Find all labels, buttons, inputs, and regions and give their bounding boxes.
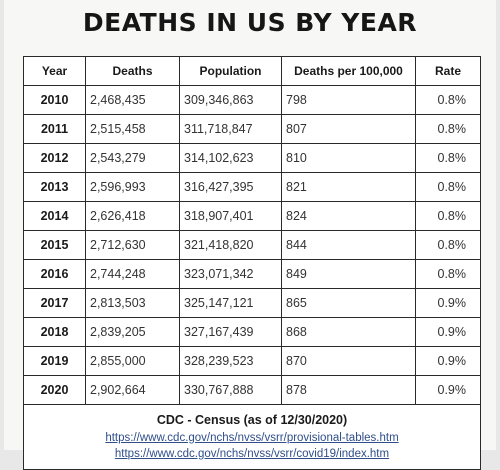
- table-row: 2012 2,543,279 314,102,623 810 0.8%: [23, 143, 481, 173]
- rate-cell: 0.8%: [415, 114, 481, 144]
- deaths-cell: 2,902,664: [85, 375, 180, 405]
- deaths-per-100000-cell: 844: [281, 230, 416, 260]
- deaths-per-100000-cell: 810: [281, 143, 416, 173]
- deaths-per-100000-cell: 868: [281, 317, 416, 347]
- deaths-per-100000-cell: 821: [281, 172, 416, 202]
- table-row: 2019 2,855,000 328,239,523 870 0.9%: [23, 346, 481, 376]
- header-rate: Rate: [415, 56, 481, 86]
- rate-cell: 0.8%: [415, 230, 481, 260]
- rate-cell: 0.9%: [415, 288, 481, 318]
- rate-cell: 0.8%: [415, 201, 481, 231]
- table-row: 2013 2,596,993 316,427,395 821 0.8%: [23, 172, 481, 202]
- rate-cell: 0.9%: [415, 346, 481, 376]
- year-cell: 2013: [23, 172, 86, 202]
- source-label: CDC - Census (as of 12/30/2020): [156, 412, 348, 427]
- deaths-cell: 2,744,248: [85, 259, 180, 289]
- year-cell: 2011: [23, 114, 86, 144]
- table-row: 2014 2,626,418 318,907,401 824 0.8%: [23, 201, 481, 231]
- population-cell: 321,418,820: [179, 230, 282, 260]
- deaths-per-100000-cell: 849: [281, 259, 416, 289]
- table-row: 2015 2,712,630 321,418,820 844 0.8%: [23, 230, 481, 260]
- table-row: 2010 2,468,435 309,346,863 798 0.8%: [23, 85, 481, 115]
- population-cell: 323,071,342: [179, 259, 282, 289]
- deaths-per-100000-cell: 865: [281, 288, 416, 318]
- population-cell: 316,427,395: [179, 172, 282, 202]
- year-cell: 2019: [23, 346, 86, 376]
- deaths-cell: 2,839,205: [85, 317, 180, 347]
- table-row: 2018 2,839,205 327,167,439 868 0.9%: [23, 317, 481, 347]
- deaths-cell: 2,626,418: [85, 201, 180, 231]
- header-year: Year: [23, 56, 86, 86]
- population-cell: 327,167,439: [179, 317, 282, 347]
- deaths-cell: 2,813,503: [85, 288, 180, 318]
- population-cell: 314,102,623: [179, 143, 282, 173]
- deaths-cell: 2,855,000: [85, 346, 180, 376]
- deaths-cell: 2,543,279: [85, 143, 180, 173]
- population-cell: 311,718,847: [179, 114, 282, 144]
- year-cell: 2014: [23, 201, 86, 231]
- year-cell: 2020: [23, 375, 86, 405]
- table-header-row: Year Deaths Population Deaths per 100,00…: [23, 56, 481, 86]
- rate-cell: 0.8%: [415, 172, 481, 202]
- rate-cell: 0.8%: [415, 259, 481, 289]
- rate-cell: 0.8%: [415, 143, 481, 173]
- source-footer: CDC - Census (as of 12/30/2020) https://…: [23, 404, 481, 470]
- deaths-per-100000-cell: 798: [281, 85, 416, 115]
- deaths-per-100000-cell: 878: [281, 375, 416, 405]
- year-cell: 2018: [23, 317, 86, 347]
- table-row: 2020 2,902,664 330,767,888 878 0.9%: [23, 375, 481, 405]
- population-cell: 309,346,863: [179, 85, 282, 115]
- rate-cell: 0.9%: [415, 317, 481, 347]
- year-cell: 2012: [23, 143, 86, 173]
- year-cell: 2016: [23, 259, 86, 289]
- year-cell: 2010: [23, 85, 86, 115]
- provisional-tables-link[interactable]: https://www.cdc.gov/nchs/nvss/vsrr/provi…: [105, 431, 399, 444]
- deaths-per-100000-cell: 807: [281, 114, 416, 144]
- population-cell: 328,239,523: [179, 346, 282, 376]
- year-cell: 2015: [23, 230, 86, 260]
- document-card: DEATHS IN US BY YEAR Year Deaths Populat…: [4, 0, 496, 470]
- deaths-cell: 2,515,458: [85, 114, 180, 144]
- rate-cell: 0.9%: [415, 375, 481, 405]
- population-cell: 325,147,121: [179, 288, 282, 318]
- header-deaths: Deaths: [85, 56, 180, 86]
- table-row: 2016 2,744,248 323,071,342 849 0.8%: [23, 259, 481, 289]
- deaths-cell: 2,468,435: [85, 85, 180, 115]
- table-row: 2017 2,813,503 325,147,121 865 0.9%: [23, 288, 481, 318]
- deaths-cell: 2,596,993: [85, 172, 180, 202]
- rate-cell: 0.8%: [415, 85, 481, 115]
- table-footer-row: CDC - Census (as of 12/30/2020) https://…: [23, 404, 481, 470]
- year-cell: 2017: [23, 288, 86, 318]
- deaths-cell: 2,712,630: [85, 230, 180, 260]
- deaths-per-100000-cell: 824: [281, 201, 416, 231]
- header-population: Population: [179, 56, 282, 86]
- deaths-table: Year Deaths Population Deaths per 100,00…: [23, 56, 481, 470]
- page-title: DEATHS IN US BY YEAR: [82, 8, 418, 37]
- population-cell: 318,907,401: [179, 201, 282, 231]
- population-cell: 330,767,888: [179, 375, 282, 405]
- deaths-per-100000-cell: 870: [281, 346, 416, 376]
- covid19-index-link[interactable]: https://www.cdc.gov/nchs/nvss/vsrr/covid…: [114, 447, 390, 460]
- table-row: 2011 2,515,458 311,718,847 807 0.8%: [23, 114, 481, 144]
- header-deaths-per-100000: Deaths per 100,000: [281, 56, 416, 86]
